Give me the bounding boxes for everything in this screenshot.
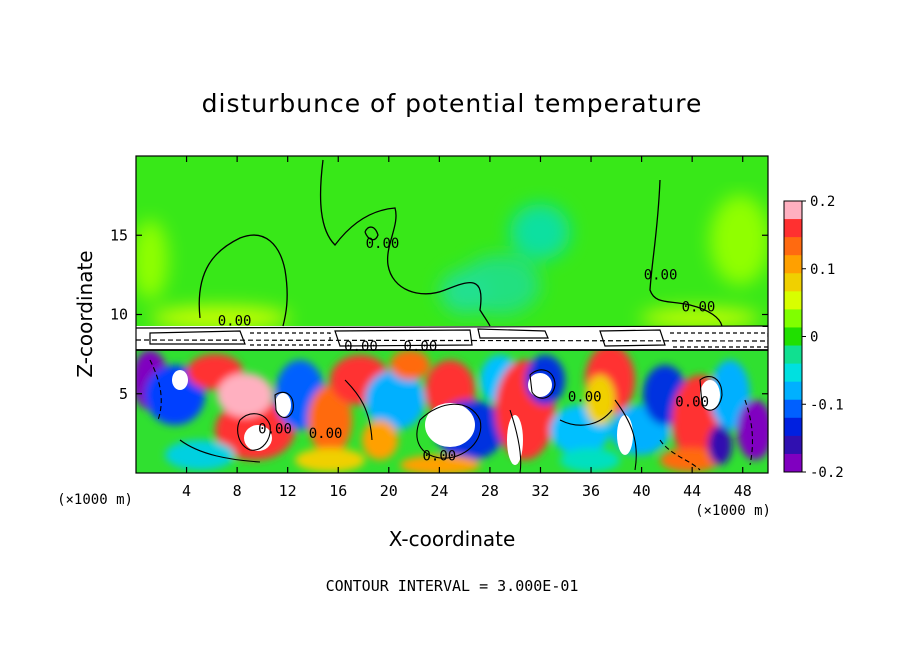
contour-label: 0.00 bbox=[258, 421, 292, 437]
x-tick-label: 8 bbox=[233, 482, 242, 500]
anomaly-blob bbox=[710, 360, 750, 430]
anomaly-blob bbox=[362, 420, 398, 460]
colorbar-swatch bbox=[784, 435, 802, 455]
anomaly-blob bbox=[165, 440, 235, 470]
anomaly-blob bbox=[308, 385, 352, 455]
x-tick-label: 12 bbox=[279, 482, 297, 500]
contour-label: 0.00 bbox=[218, 314, 252, 330]
anomaly-core bbox=[700, 380, 720, 410]
contour-label: 0.00 bbox=[644, 268, 678, 284]
x-axis-title: X-coordinate bbox=[389, 527, 516, 551]
colorbar-tick-label: -0.1 bbox=[810, 397, 844, 413]
x-tick-label: 40 bbox=[633, 482, 651, 500]
y-tick-label: 5 bbox=[119, 385, 128, 403]
x-tick-label: 28 bbox=[481, 482, 499, 500]
anomaly-core bbox=[172, 370, 188, 390]
x-unit-left: (×1000 m) bbox=[57, 492, 133, 508]
yellow-patch bbox=[136, 220, 168, 300]
colorbar-swatch bbox=[784, 417, 802, 437]
anomaly-core bbox=[617, 415, 633, 455]
anomaly-blob bbox=[560, 448, 620, 472]
contour-label: 0.00 bbox=[404, 339, 438, 355]
contour-label: 0.00 bbox=[366, 236, 400, 252]
colorbar-swatch bbox=[784, 363, 802, 383]
colorbar-tick-label: -0.2 bbox=[810, 465, 844, 481]
contour-label: 0.00 bbox=[682, 299, 716, 315]
y-tick-label: 15 bbox=[110, 226, 128, 244]
colorbar-swatch bbox=[784, 399, 802, 419]
anomaly-blob bbox=[737, 400, 768, 460]
contour-label: 0.00 bbox=[309, 426, 343, 442]
contour-label: 0.00 bbox=[568, 390, 602, 406]
colorbar-tick-label: 0 bbox=[810, 330, 818, 346]
anomaly-blob bbox=[365, 370, 425, 430]
yellow-patch bbox=[710, 195, 768, 285]
x-tick-label: 32 bbox=[531, 482, 549, 500]
colorbar-swatch bbox=[784, 201, 802, 220]
x-tick-label: 44 bbox=[683, 482, 701, 500]
colorbar-swatch bbox=[784, 453, 802, 473]
x-tick-label: 16 bbox=[329, 482, 347, 500]
x-tick-label: 24 bbox=[430, 482, 448, 500]
colorbar-swatch bbox=[784, 291, 802, 310]
colorbar-swatch bbox=[784, 255, 802, 274]
x-tick-label: 20 bbox=[380, 482, 398, 500]
y-tick-label: 10 bbox=[110, 306, 128, 324]
anomaly-core bbox=[425, 403, 475, 447]
yellow-patch bbox=[150, 306, 290, 330]
x-tick-label: 48 bbox=[734, 482, 752, 500]
colorbar-swatch bbox=[784, 345, 802, 365]
anomaly-blob bbox=[217, 373, 273, 417]
colorbar-swatch bbox=[784, 237, 802, 256]
chart-title: disturbunce of potential temperature bbox=[202, 89, 703, 118]
yellow-patch bbox=[640, 308, 760, 328]
anomaly-blob bbox=[708, 425, 732, 465]
colorbar-swatch bbox=[784, 273, 802, 292]
colorbar-swatch bbox=[784, 327, 802, 347]
anomaly-core bbox=[528, 373, 552, 397]
x-tick-label: 4 bbox=[182, 482, 191, 500]
anomaly-core bbox=[275, 393, 291, 417]
cyan-plume bbox=[440, 270, 490, 314]
colorbar-swatch bbox=[784, 381, 802, 401]
anomaly-blob bbox=[400, 455, 480, 473]
cyan-plume bbox=[510, 204, 570, 260]
anomaly-blob bbox=[390, 350, 430, 380]
plot-area: 0.000.000.00 0.000.000.000.00 0.000.000.00… bbox=[136, 156, 768, 473]
colorbar-swatch bbox=[784, 309, 802, 328]
colorbar-tick-label: 0.1 bbox=[810, 262, 835, 278]
colorbar-swatch bbox=[784, 219, 802, 238]
contour-interval-footer: CONTOUR INTERVAL = 3.000E-01 bbox=[326, 577, 579, 595]
x-unit-right: (×1000 m) bbox=[695, 503, 771, 519]
contour-label: 0.00 bbox=[344, 339, 378, 355]
x-tick-label: 36 bbox=[582, 482, 600, 500]
contour-label: 0.00 bbox=[675, 394, 709, 410]
colorbar-tick-label: 0.2 bbox=[810, 194, 835, 210]
contour-label: 0.00 bbox=[423, 448, 457, 464]
colorbar: 0.2 0.1 0 -0.1 -0.2 bbox=[783, 194, 844, 481]
y-axis-title: Z-coordinate bbox=[73, 250, 97, 377]
anomaly-blob bbox=[295, 448, 365, 472]
anomaly-core bbox=[507, 415, 523, 465]
anomaly-blob bbox=[585, 375, 615, 425]
